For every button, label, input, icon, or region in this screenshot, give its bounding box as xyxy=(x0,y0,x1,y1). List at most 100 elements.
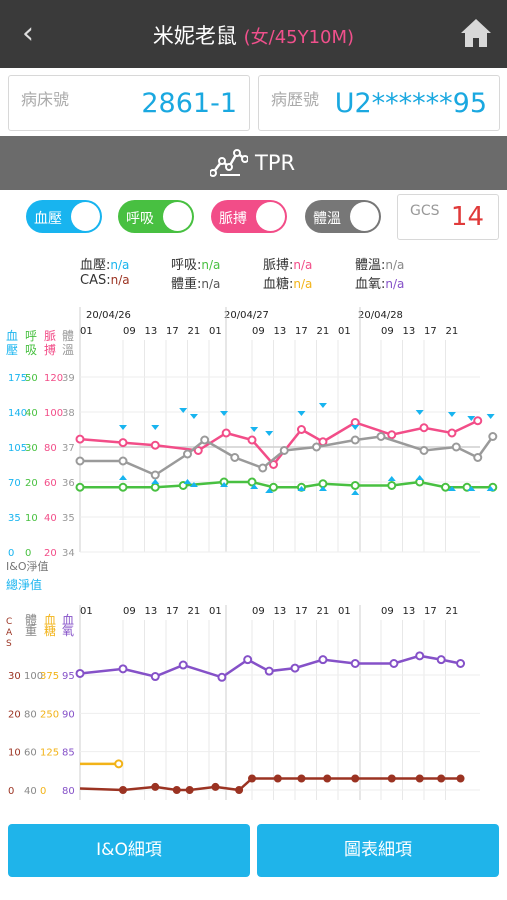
bp-marker xyxy=(151,479,160,484)
y-tick-label: 35 xyxy=(62,513,75,524)
data-point xyxy=(211,782,220,791)
legend-cas-label: CAS: xyxy=(80,273,111,288)
patient-gender-age: (女/45Y10M) xyxy=(243,27,355,48)
axis-header: 體 xyxy=(25,613,37,627)
chart-details-button[interactable]: 圖表細項 xyxy=(257,824,499,877)
bp-marker xyxy=(318,403,327,408)
x-tick-label: 21 xyxy=(188,606,201,617)
y-tick-label: 100 xyxy=(44,408,63,419)
tpr-title: TPR xyxy=(255,151,296,175)
record-number-box: 病歷號 U2******95 xyxy=(258,75,500,131)
legend-sugar-value: n/a xyxy=(293,277,313,291)
legend-temp: 體溫:n/a xyxy=(355,254,404,273)
data-point xyxy=(248,774,256,783)
y-tick-label: 10 xyxy=(25,513,38,524)
data-point xyxy=(389,659,399,668)
bp-marker xyxy=(250,427,259,432)
bp-marker xyxy=(447,486,456,491)
bed-number-box: 病床號 2861-1 xyxy=(8,75,250,131)
bp-marker xyxy=(351,490,360,495)
chart-line-icon xyxy=(210,149,248,177)
data-point xyxy=(75,434,85,444)
back-icon[interactable]: ‹ xyxy=(22,16,34,51)
legend-pulse-label: 脈搏: xyxy=(263,258,294,273)
series-line xyxy=(79,419,479,467)
data-point xyxy=(75,456,85,466)
axis-header: 溫 xyxy=(62,343,74,357)
bed-number-value: 2861-1 xyxy=(141,88,237,119)
date-label: 20/04/28 xyxy=(358,310,403,321)
y-tick-label: 125 xyxy=(40,748,59,759)
bp-marker xyxy=(189,414,198,419)
x-tick-label: 13 xyxy=(274,606,287,617)
y-tick-label: 35 xyxy=(8,513,21,524)
y-tick-label: 40 xyxy=(24,786,37,797)
toggle-respiration[interactable]: 呼吸 xyxy=(118,200,194,233)
x-tick-label: 17 xyxy=(424,606,437,617)
y-tick-label: 36 xyxy=(62,478,75,489)
bp-marker xyxy=(179,408,188,413)
axis-header: 血 xyxy=(62,613,74,627)
data-point xyxy=(323,774,332,783)
x-tick-label: 21 xyxy=(317,326,330,337)
legend-weight-label: 體重: xyxy=(171,277,202,292)
data-point xyxy=(419,446,429,455)
legend-resp-label: 呼吸: xyxy=(171,258,202,273)
data-point xyxy=(200,435,210,445)
io-net-label: I&O淨值 xyxy=(6,560,48,573)
axis-header: 吸 xyxy=(25,343,37,357)
legend-weight-value: n/a xyxy=(201,277,221,291)
home-icon[interactable] xyxy=(459,16,493,50)
legend-resp-value: n/a xyxy=(201,258,221,272)
x-tick-label: 01 xyxy=(209,606,222,617)
data-point xyxy=(387,481,397,490)
y-tick-label: 120 xyxy=(44,373,63,384)
x-tick-label: 09 xyxy=(123,606,136,617)
bp-marker xyxy=(220,411,229,416)
y-tick-label: 20 xyxy=(25,478,38,489)
bp-marker xyxy=(387,476,396,481)
y-tick-label: 38 xyxy=(62,408,75,419)
x-tick-label: 13 xyxy=(145,606,158,617)
y-tick-label: 0 xyxy=(8,786,14,797)
axis-header: A xyxy=(6,628,13,638)
data-point xyxy=(350,418,360,427)
data-point xyxy=(183,449,192,459)
axis-header: 脈 xyxy=(44,329,56,343)
data-point xyxy=(235,786,244,794)
data-point xyxy=(415,774,424,783)
data-point xyxy=(387,430,397,440)
data-point xyxy=(114,759,124,769)
total-net-label: 總淨值 xyxy=(6,577,42,592)
data-point xyxy=(350,435,360,445)
legend-bp-value: n/a xyxy=(110,258,130,272)
bp-marker xyxy=(351,425,360,430)
data-point xyxy=(387,774,396,783)
data-point xyxy=(264,666,274,676)
data-point xyxy=(230,453,240,462)
toggle-pulse[interactable]: 脈搏 xyxy=(211,200,287,233)
y-tick-label: 0 xyxy=(8,548,14,559)
legend-oxy-label: 血氧: xyxy=(355,277,386,292)
x-tick-label: 01 xyxy=(80,326,93,337)
toggle-blood-pressure[interactable]: 血壓 xyxy=(26,200,102,233)
bp-marker xyxy=(467,486,476,491)
y-tick-label: 175 xyxy=(8,373,27,384)
io-details-button[interactable]: I&O細項 xyxy=(8,824,250,877)
x-tick-label: 01 xyxy=(80,606,93,617)
legend-pulse: 脈搏:n/a xyxy=(263,254,312,273)
data-point xyxy=(488,432,498,441)
data-point xyxy=(415,651,425,661)
series-line xyxy=(79,777,461,792)
x-tick-label: 17 xyxy=(295,606,308,617)
y-tick-label: 10 xyxy=(8,748,21,759)
axis-header: S xyxy=(6,639,12,649)
axis-header: 氧 xyxy=(62,624,74,638)
x-tick-label: 13 xyxy=(403,326,416,337)
data-point xyxy=(172,786,181,794)
toggle-label: 體溫 xyxy=(313,211,341,227)
bp-marker xyxy=(189,482,198,487)
data-point xyxy=(437,774,446,783)
toggle-temperature[interactable]: 體溫 xyxy=(305,200,381,233)
y-tick-label: 250 xyxy=(40,709,59,720)
